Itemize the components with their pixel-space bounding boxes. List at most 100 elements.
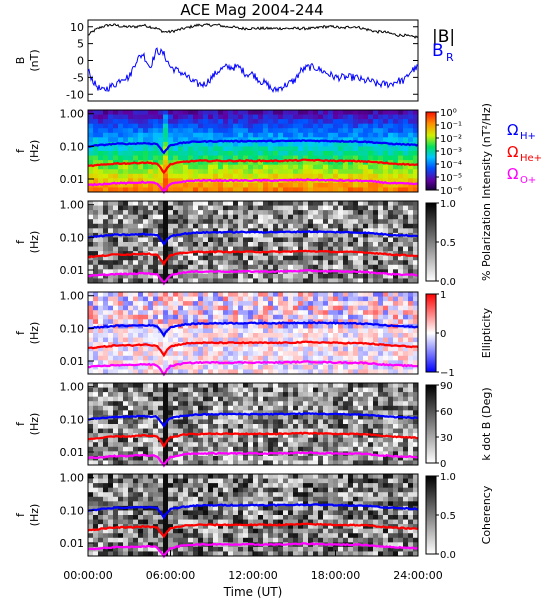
heatmap-cell — [328, 424, 334, 429]
heatmap-cell — [278, 255, 284, 261]
heatmap-cell — [308, 242, 314, 247]
heatmap-cell — [88, 528, 94, 534]
heatmap-cell — [188, 128, 194, 134]
heatmap-cell — [283, 110, 289, 115]
heatmap-cell — [93, 255, 99, 261]
heatmap-cell — [213, 405, 219, 411]
heatmap-cell — [148, 337, 154, 343]
heatmap-cell — [353, 442, 359, 448]
y-axis-label: f — [14, 421, 27, 426]
heatmap-cell — [213, 223, 219, 229]
heatmap-cell — [338, 433, 344, 439]
heatmap-cell — [103, 433, 109, 439]
heatmap-cell — [93, 424, 99, 429]
heatmap-cell — [233, 296, 239, 302]
heatmap-cell — [98, 178, 104, 184]
heatmap-cell — [103, 305, 109, 311]
heatmap-cell — [338, 333, 344, 338]
heatmap-cell — [173, 460, 179, 466]
heatmap-cell — [338, 364, 344, 370]
heatmap-cell — [173, 137, 179, 143]
heatmap-cell — [98, 223, 104, 229]
heatmap-cell — [188, 310, 194, 316]
heatmap-cell — [163, 323, 169, 329]
heatmap-cell — [403, 228, 409, 234]
heatmap-cell — [298, 123, 304, 129]
heatmap-cell — [398, 246, 404, 252]
colorbar-tick-label: 1.0 — [440, 199, 456, 210]
heatmap-cell — [278, 301, 284, 307]
heatmap-cell — [223, 405, 229, 411]
heatmap-cell — [128, 396, 134, 402]
heatmap-cell — [318, 214, 324, 220]
heatmap-cell — [103, 437, 109, 443]
heatmap-cell — [338, 314, 344, 320]
heatmap-cell — [158, 269, 164, 275]
heatmap-cell — [243, 137, 249, 143]
heatmap-cell — [363, 232, 369, 238]
heatmap-cell — [303, 260, 309, 266]
heatmap-cell — [413, 296, 419, 302]
heatmap-cell — [348, 132, 354, 138]
heatmap-cell — [218, 428, 224, 434]
heatmap-cell — [303, 187, 309, 193]
heatmap-cell — [373, 228, 379, 234]
heatmap-cell — [318, 210, 324, 216]
heatmap-cell — [358, 410, 364, 416]
heatmap-cell — [328, 387, 334, 393]
heatmap-cell — [143, 396, 149, 402]
heatmap-cell — [133, 292, 139, 297]
heatmap-cell — [128, 387, 134, 393]
heatmap-cell — [293, 164, 299, 170]
heatmap-cell — [223, 110, 229, 115]
heatmap-cell — [103, 137, 109, 143]
heatmap-cell — [178, 187, 184, 193]
heatmap-cell — [313, 110, 319, 115]
heatmap-cell — [288, 433, 294, 439]
heatmap-cell — [243, 182, 249, 188]
heatmap-cell — [413, 424, 419, 429]
heatmap-cell — [318, 437, 324, 443]
heatmap-cell — [388, 337, 394, 343]
heatmap-cell — [253, 164, 259, 170]
heatmap-cell — [198, 328, 204, 334]
heatmap-cell — [213, 128, 219, 134]
heatmap-cell — [268, 323, 274, 329]
heatmap-cell — [108, 273, 114, 279]
heatmap-cell — [283, 410, 289, 416]
heatmap-cell — [318, 119, 324, 125]
heatmap-cell — [398, 346, 404, 352]
heatmap-cell — [253, 201, 259, 206]
colorbar-tick-label: 10⁻¹ — [440, 121, 462, 132]
heatmap-cell — [108, 501, 114, 507]
heatmap-cell — [218, 187, 224, 193]
heatmap-cell — [373, 169, 379, 175]
heatmap-cell — [243, 255, 249, 261]
heatmap-cell — [413, 155, 419, 161]
heatmap-cell — [103, 214, 109, 220]
heatmap-cell — [348, 460, 354, 466]
heatmap-cell — [393, 123, 399, 129]
heatmap-cell — [208, 419, 214, 425]
heatmap-cell — [278, 333, 284, 338]
heatmap-cell — [318, 128, 324, 134]
heatmap-cell — [208, 260, 214, 266]
heatmap-cell — [353, 237, 359, 243]
heatmap-cell — [398, 219, 404, 225]
heatmap-cell — [243, 401, 249, 407]
heatmap-cell — [183, 151, 189, 156]
heatmap-cell — [193, 424, 199, 429]
heatmap-cell — [288, 351, 294, 357]
heatmap-cell — [93, 319, 99, 325]
heatmap-cell — [103, 392, 109, 398]
heatmap-cell — [308, 451, 314, 457]
heatmap-cell — [233, 110, 239, 115]
heatmap-cell — [373, 442, 379, 448]
heatmap-cell — [293, 392, 299, 398]
heatmap-cell — [413, 255, 419, 261]
heatmap-cell — [353, 296, 359, 302]
heatmap-cell — [413, 214, 419, 220]
heatmap-cell — [178, 205, 184, 211]
heatmap-cell — [198, 114, 204, 120]
heatmap-cell — [348, 214, 354, 220]
